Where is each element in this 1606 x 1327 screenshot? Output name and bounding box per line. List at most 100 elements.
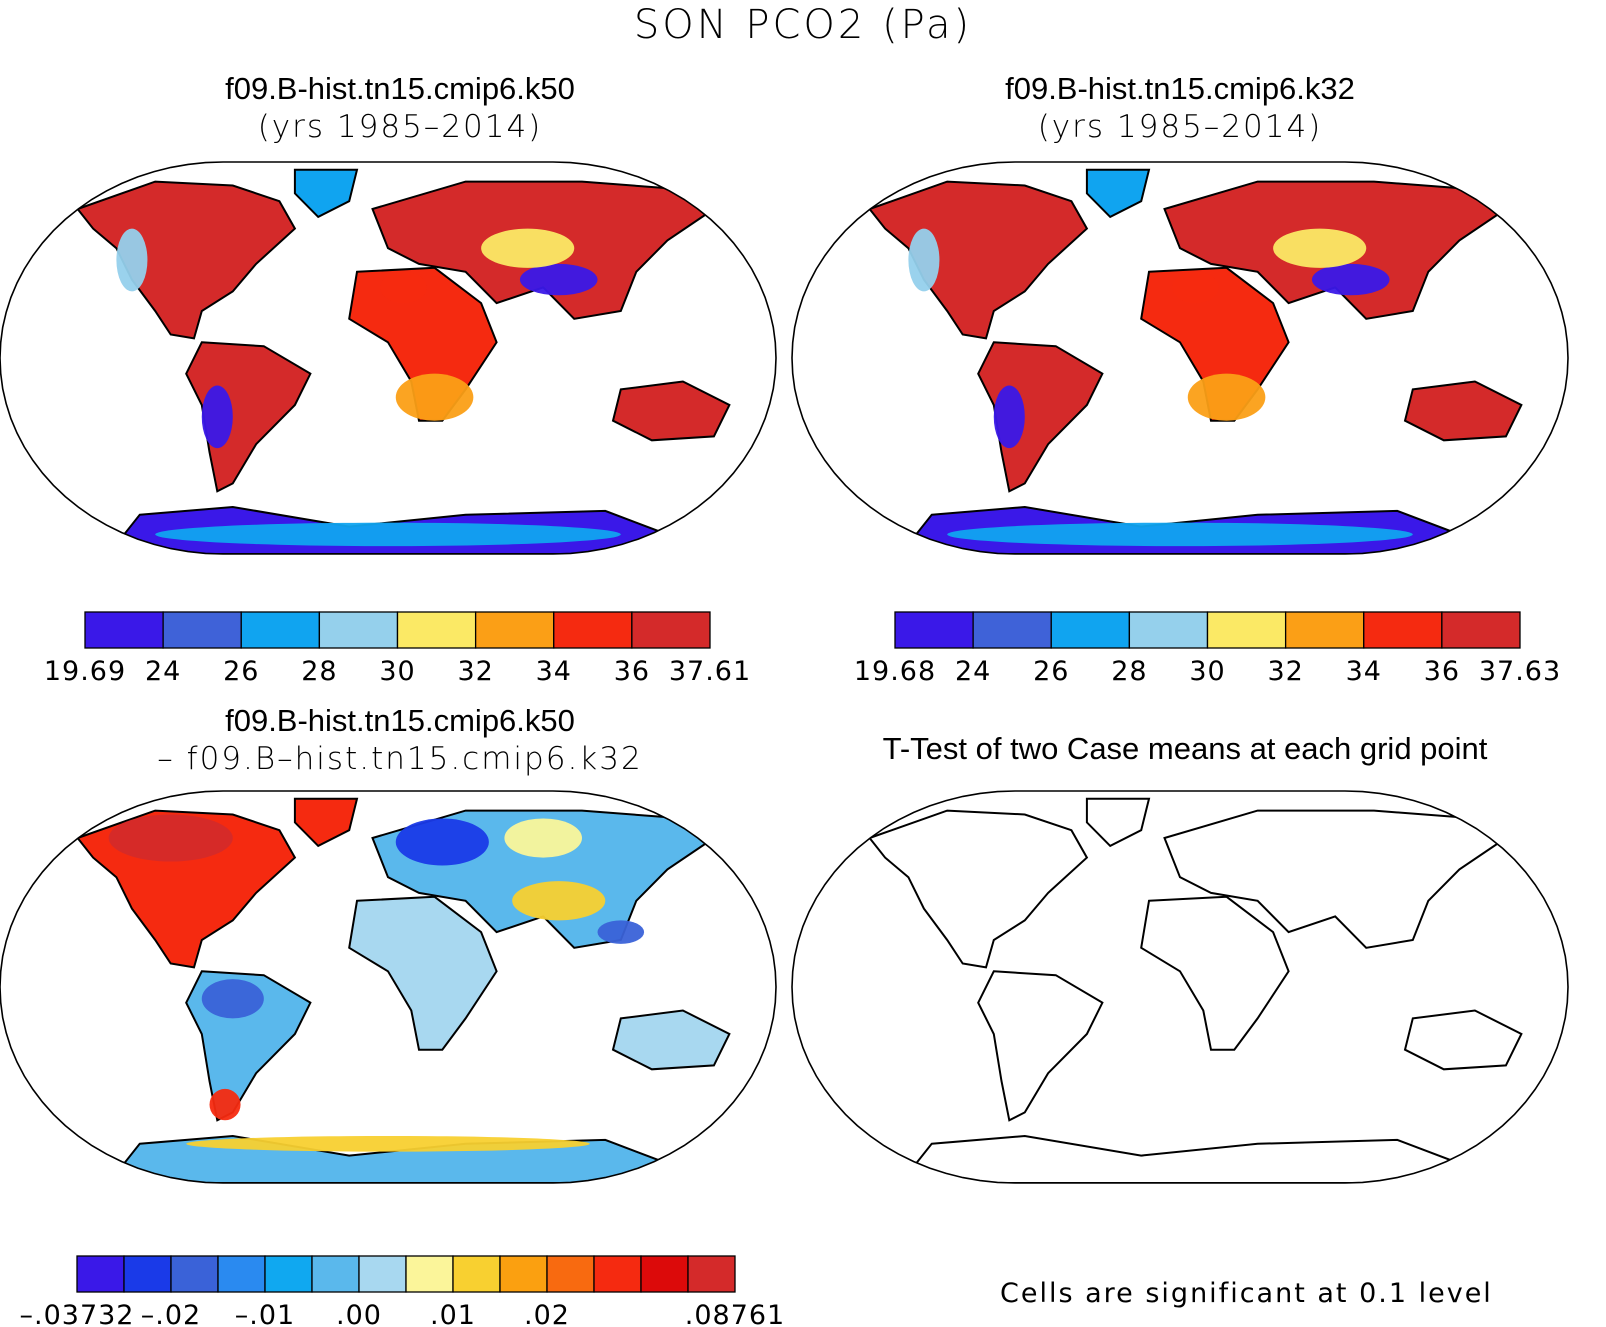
continent-australia [1403,380,1523,442]
colorbar-swatch [499,1255,548,1293]
continent-greenland [293,168,359,219]
continent-southAmerica [185,341,312,493]
field-anomaly-2 [116,228,148,292]
field-anomaly-2 [504,818,582,858]
continent-northAmerica [75,180,297,340]
colorbar-swatch [640,1255,689,1293]
continent-northAmerica [867,180,1089,340]
map-land [75,797,731,1183]
colorbar-swatch [1363,611,1443,649]
continent-southAmerica [977,970,1104,1122]
colorbar-swatch [972,611,1052,649]
colorbar-swatch [687,1255,736,1293]
colorbar-tick-label: 28 [1111,656,1147,687]
colorbar-tick-label: 34 [1346,656,1382,687]
colorbar-swatch [405,1255,454,1293]
colorbar-k32: 19.68 24 26 28 30 32 34 36 37.63 [854,611,1561,687]
panel-title-k50-line2: (yrs 1985–2014) [257,109,543,145]
field-anomaly-3 [201,385,233,449]
colorbar-swatch [162,611,242,649]
colorbar-swatch [76,1255,125,1293]
map-frame [791,790,1569,1184]
map-panel-k32 [791,161,1569,555]
colorbar-tick-label: 37.63 [1479,656,1561,687]
map-panel-ttest [791,790,1569,1184]
field-anomaly-5 [209,1088,241,1121]
panel-title-k50: f09.B-hist.tn15.cmip6.k50 (yrs 1985–2014… [30,70,770,146]
colorbar-tick-label: 30 [379,656,415,687]
colorbar-tick-label: .02 [524,1300,570,1327]
panel-title-diff-line2: – f09.B–hist.tn15.cmip6.k32 [157,741,643,777]
continent-southAmerica [977,341,1104,493]
colorbar-tick-label: .01 [430,1300,476,1327]
field-anomaly-6 [380,271,427,304]
field-anomaly-0 [108,814,233,862]
colorbar-swatch [593,1255,642,1293]
colorbar-tick-label: 19.69 [44,656,126,687]
colorbar-tick-label: 32 [1267,656,1303,687]
colorbar-swatch [1128,611,1209,649]
colorbar-tick-label: 28 [301,656,337,687]
continent-australia [611,380,731,442]
colorbar-swatch [264,1255,313,1293]
panel-title-diff-line1: f09.B-hist.tn15.cmip6.k50 [225,703,575,738]
colorbar-swatch [631,611,711,649]
colorbar-swatch [170,1255,219,1293]
panel-title-k32: f09.B-hist.tn15.cmip6.k32 (yrs 1985–2014… [810,70,1550,146]
field-anomaly-2 [908,228,940,292]
colorbar-swatch [396,611,477,649]
map-land [75,168,731,554]
panel-title-k32-line1: f09.B-hist.tn15.cmip6.k32 [1005,71,1355,106]
colorbar-tick-label: 36 [614,656,650,687]
continent-australia [611,1009,731,1071]
colorbar-tick-label: 26 [223,656,259,687]
figure-title: SON PCO2 (Pa) [633,2,973,48]
continent-eurasia [1163,809,1508,949]
panel-title-diff: f09.B-hist.tn15.cmip6.k50 – f09.B–hist.t… [30,702,770,778]
colorbar-swatch [217,1255,266,1293]
field-anomaly-5 [947,522,1413,547]
colorbar-swatch [1284,611,1365,649]
colorbar-swatch [553,611,633,649]
map-panel-diff [0,790,777,1184]
colorbar-swatch [311,1255,360,1293]
colorbar-tick-label: 37.61 [669,656,751,687]
colorbar-tick-label: 30 [1189,656,1225,687]
colorbar-swatch [84,611,164,649]
continent-africa [348,895,498,1051]
colorbar-tick-label: .00 [336,1300,382,1327]
panel-title-k32-line2: (yrs 1985–2014) [1037,109,1323,145]
colorbar-swatch [1206,611,1287,649]
field-anomaly-4 [1187,373,1266,421]
field-anomaly-0 [1311,263,1390,296]
map-frame [0,161,777,555]
map-land [867,168,1523,554]
colorbar-swatch [474,611,555,649]
colorbar-swatch [1441,611,1521,649]
continent-greenland [1085,797,1151,848]
field-anomaly-1 [481,228,575,268]
colorbar-swatch [894,611,974,649]
colorbar-swatch [1050,611,1131,649]
colorbar-swatch [123,1255,172,1293]
colorbar-swatch [546,1255,595,1293]
colorbar-k50: 19.69 24 26 28 30 32 34 36 37.61 [44,611,751,687]
field-anomaly-3 [512,881,606,921]
colorbar-tick-label: 24 [955,656,991,687]
continent-antarctica [898,1134,1494,1183]
field-anomaly-5 [155,522,621,547]
colorbar-swatch [240,611,321,649]
map-panel-k50 [0,161,777,555]
colorbar-diff: –.03732 –.02 –.01 .00 .01 .02 .08761 [20,1255,784,1327]
field-anomaly-0 [519,263,598,296]
continent-africa [1140,895,1290,1051]
colorbar-tick-label: 24 [145,656,181,687]
continent-greenland [1085,168,1151,219]
field-anomaly-6 [1172,271,1219,304]
continent-australia [1403,1009,1523,1071]
colorbar-tick-label: –.03732 [20,1300,135,1327]
colorbar-swatch [452,1255,501,1293]
panel-title-ttest-line1: T-Test of two Case means at each grid po… [882,731,1488,766]
panel-title-ttest: T-Test of two Case means at each grid po… [810,730,1560,768]
